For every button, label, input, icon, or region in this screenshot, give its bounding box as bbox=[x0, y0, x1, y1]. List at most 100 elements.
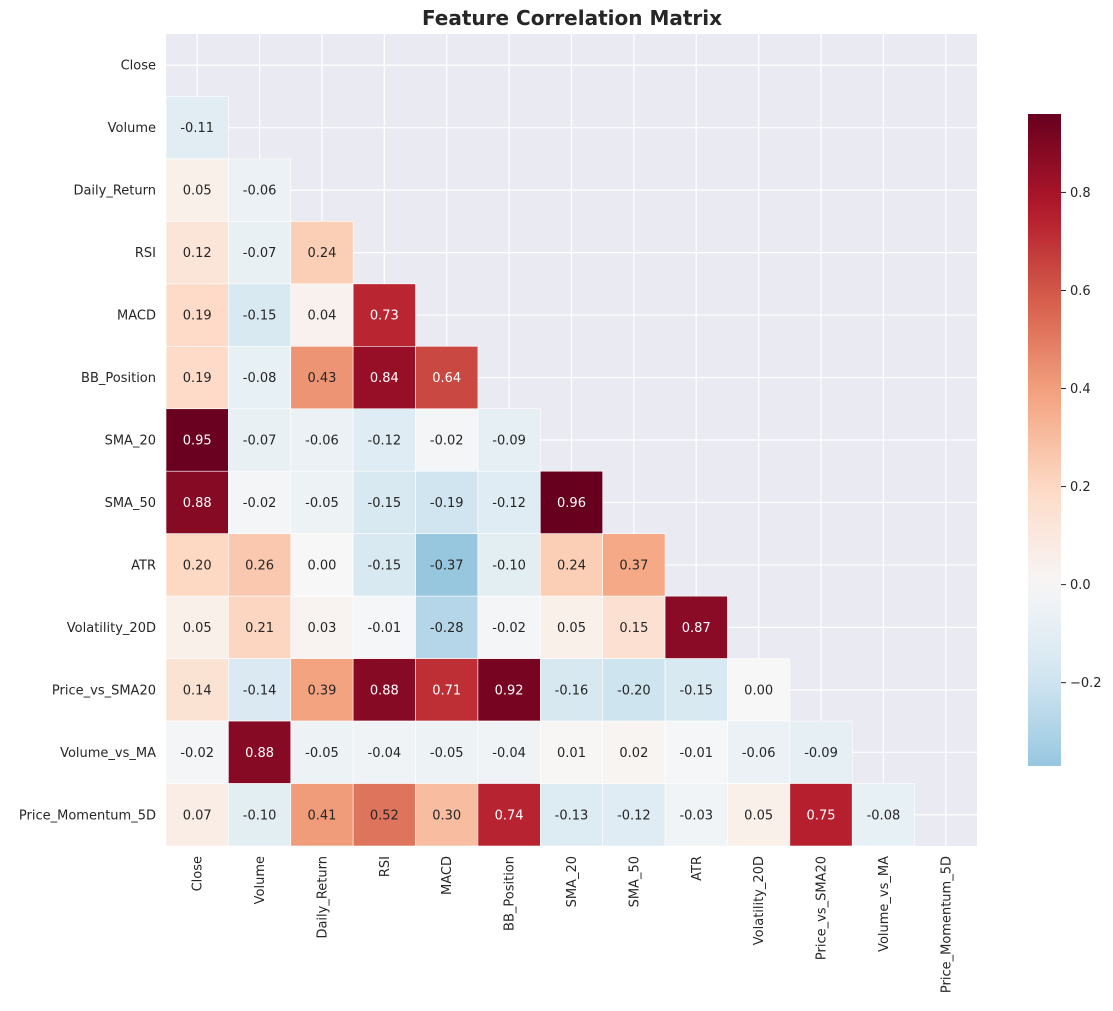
cell-value-label: 0.03 bbox=[307, 621, 336, 636]
heatmap-cell bbox=[228, 221, 292, 285]
cell-value-label: -0.15 bbox=[679, 683, 713, 698]
heatmap-cell bbox=[602, 658, 666, 722]
cell-value-label: 0.20 bbox=[183, 558, 212, 573]
heatmap-cell bbox=[352, 346, 416, 410]
heatmap-cell bbox=[290, 221, 354, 285]
x-tick-label: RSI bbox=[378, 856, 393, 877]
cell-value-label: -0.28 bbox=[430, 621, 464, 636]
chart-title: Feature Correlation Matrix bbox=[422, 6, 722, 30]
cell-value-label: 0.88 bbox=[370, 683, 399, 698]
heatmap-cells: -0.11 0.05 -0.06 0.12 -0.07 0.24 0.19 -0.15 0.04… bbox=[165, 96, 915, 847]
cell-value-label: 0.88 bbox=[183, 496, 212, 511]
colorbar-tick-label: 0.2 bbox=[1070, 480, 1091, 495]
cell-value-label: 0.19 bbox=[183, 371, 212, 386]
heatmap-cell bbox=[165, 158, 229, 222]
y-tick-label: BB_Position bbox=[81, 371, 156, 386]
y-axis-tick-labels: Close Volume Daily_Return RSI MACD BB_Positio… bbox=[19, 59, 156, 824]
heatmap-cell bbox=[477, 408, 541, 472]
cell-value-label: -0.10 bbox=[243, 808, 277, 823]
heatmap-cell bbox=[851, 783, 915, 847]
cell-value-label: 0.96 bbox=[557, 496, 586, 511]
cell-value-label: 0.92 bbox=[495, 683, 524, 698]
y-tick-label: Volume bbox=[108, 121, 156, 136]
cell-value-label: -0.04 bbox=[368, 746, 402, 761]
heatmap-plot-area: -0.11 0.05 -0.06 0.12 -0.07 0.24 0.19 -0.15 0.04… bbox=[19, 34, 977, 993]
heatmap-cell bbox=[165, 783, 229, 847]
x-tick-label: BB_Position bbox=[503, 856, 518, 931]
x-tick-label: Volume_vs_MA bbox=[877, 856, 892, 952]
cell-value-label: -0.06 bbox=[243, 184, 277, 199]
cell-value-label: -0.04 bbox=[492, 746, 526, 761]
cell-value-label: -0.10 bbox=[492, 558, 526, 573]
cell-value-label: 0.71 bbox=[432, 683, 461, 698]
cell-value-label: 0.19 bbox=[183, 309, 212, 324]
heatmap-cell bbox=[165, 720, 229, 784]
cell-value-label: -0.37 bbox=[430, 558, 464, 573]
cell-value-label: 0.37 bbox=[619, 558, 648, 573]
cell-value-label: -0.01 bbox=[679, 746, 713, 761]
y-tick-label: Volatility_20D bbox=[67, 621, 156, 636]
heatmap-cell bbox=[540, 720, 603, 784]
colorbar: −0.2 0.0 0.2 0.4 0.6 0.8 bbox=[1028, 114, 1102, 766]
heatmap-cell bbox=[727, 658, 791, 722]
cell-value-label: 0.41 bbox=[307, 808, 336, 823]
y-tick-label: Daily_Return bbox=[73, 184, 156, 199]
cell-value-label: -0.11 bbox=[180, 121, 214, 136]
cell-value-label: -0.02 bbox=[492, 621, 526, 636]
cell-value-label: -0.05 bbox=[305, 746, 339, 761]
cell-value-label: 0.01 bbox=[557, 746, 586, 761]
cell-value-label: 0.39 bbox=[307, 683, 336, 698]
cell-value-label: -0.12 bbox=[492, 496, 526, 511]
heatmap-cell bbox=[165, 658, 229, 722]
cell-value-label: 0.02 bbox=[619, 746, 648, 761]
heatmap-cell bbox=[228, 470, 292, 534]
heatmap-cell bbox=[789, 783, 853, 847]
colorbar-tick-label: 0.4 bbox=[1070, 382, 1091, 397]
heatmap-cell bbox=[290, 658, 354, 722]
cell-value-label: 0.05 bbox=[557, 621, 586, 636]
cell-value-label: -0.15 bbox=[368, 558, 402, 573]
cell-value-label: 0.30 bbox=[432, 808, 461, 823]
heatmap-cell bbox=[165, 533, 229, 597]
y-tick-label: Volume_vs_MA bbox=[60, 746, 156, 761]
y-tick-label: Price_vs_SMA20 bbox=[52, 683, 156, 698]
cell-value-label: -0.15 bbox=[368, 496, 402, 511]
cell-value-label: 0.24 bbox=[557, 558, 586, 573]
heatmap-cell bbox=[727, 720, 791, 784]
colorbar-tick-label: 0.8 bbox=[1070, 186, 1091, 201]
cell-value-label: 0.05 bbox=[183, 621, 212, 636]
y-tick-label: RSI bbox=[135, 246, 156, 261]
cell-value-label: -0.08 bbox=[867, 808, 901, 823]
colorbar-tick-label: 0.6 bbox=[1070, 284, 1091, 299]
heatmap-cell bbox=[602, 595, 666, 659]
heatmap-cell bbox=[352, 283, 416, 347]
cell-value-label: 0.15 bbox=[619, 621, 648, 636]
heatmap-cell bbox=[352, 658, 416, 722]
cell-value-label: -0.13 bbox=[555, 808, 589, 823]
cell-value-label: 0.95 bbox=[183, 434, 212, 449]
x-tick-label: Price_Momentum_5D bbox=[939, 856, 954, 993]
cell-value-label: 0.12 bbox=[183, 246, 212, 261]
heatmap-cell bbox=[540, 595, 603, 659]
y-tick-label: SMA_50 bbox=[105, 496, 156, 511]
colorbar-tick-label: −0.2 bbox=[1070, 676, 1102, 691]
heatmap-cell bbox=[290, 783, 354, 847]
heatmap-cell bbox=[415, 595, 479, 659]
heatmap-cell bbox=[664, 783, 728, 847]
cell-value-label: 0.24 bbox=[307, 246, 336, 261]
heatmap-cell bbox=[290, 408, 354, 472]
cell-value-label: -0.02 bbox=[180, 746, 214, 761]
x-tick-label: SMA_20 bbox=[565, 856, 580, 907]
heatmap-cell bbox=[165, 96, 229, 160]
cell-value-label: 0.74 bbox=[495, 808, 524, 823]
heatmap-cell bbox=[477, 470, 541, 534]
heatmap-cell bbox=[165, 346, 229, 410]
cell-value-label: -0.12 bbox=[617, 808, 651, 823]
cell-value-label: 0.04 bbox=[307, 309, 336, 324]
cell-value-label: -0.16 bbox=[555, 683, 589, 698]
cell-value-label: -0.01 bbox=[368, 621, 402, 636]
heatmap-cell bbox=[352, 533, 416, 597]
heatmap-cell bbox=[352, 720, 416, 784]
cell-value-label: -0.06 bbox=[742, 746, 776, 761]
heatmap-cell bbox=[165, 595, 229, 659]
